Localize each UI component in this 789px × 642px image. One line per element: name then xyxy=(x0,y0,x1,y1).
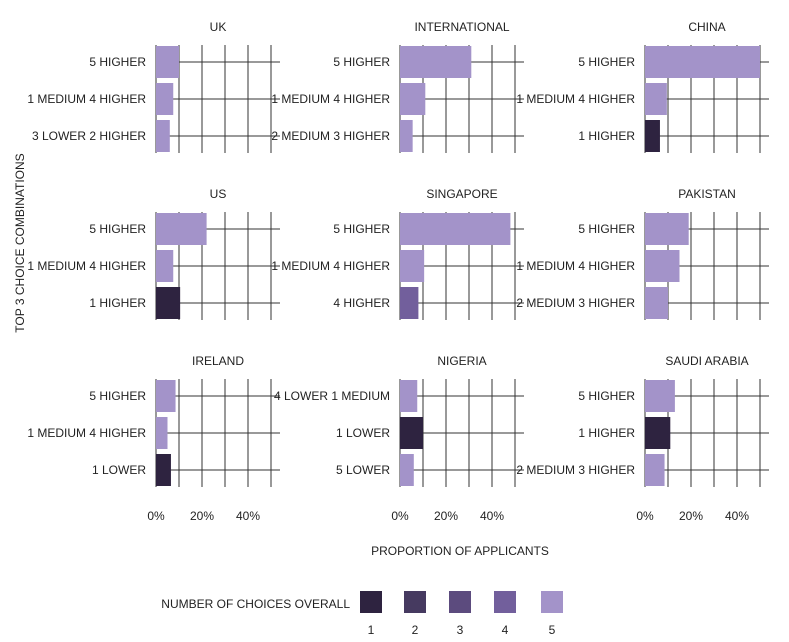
bar xyxy=(645,213,689,245)
bar xyxy=(400,287,419,319)
legend-label: 4 xyxy=(502,623,509,637)
panel-title: INTERNATIONAL xyxy=(414,20,509,34)
legend-label: 3 xyxy=(457,623,464,637)
bar xyxy=(156,287,181,319)
category-label: 2 MEDIUM 3 HIGHER xyxy=(271,129,390,143)
bar xyxy=(645,83,667,115)
panel-title: NIGERIA xyxy=(437,354,486,368)
bar xyxy=(645,250,680,282)
bar xyxy=(156,380,176,412)
category-label: 1 LOWER xyxy=(336,426,390,440)
category-label: 4 HIGHER xyxy=(333,296,390,310)
legend-swatch xyxy=(404,591,426,613)
bar xyxy=(156,250,174,282)
bar xyxy=(156,417,168,449)
category-label: 5 HIGHER xyxy=(89,55,146,69)
category-label: 4 LOWER 1 MEDIUM xyxy=(274,389,390,403)
category-label: 1 MEDIUM 4 HIGHER xyxy=(271,92,390,106)
bar xyxy=(156,46,179,78)
category-label: 5 HIGHER xyxy=(333,55,390,69)
x-tick-label: 20% xyxy=(190,509,214,523)
x-tick-label: 0% xyxy=(636,509,654,523)
x-axis-title: PROPORTION OF APPLICANTS xyxy=(371,544,549,558)
panel-title: US xyxy=(210,187,227,201)
bar xyxy=(156,120,170,152)
x-tick-label: 20% xyxy=(434,509,458,523)
category-label: 5 HIGHER xyxy=(89,222,146,236)
bar xyxy=(645,46,760,78)
x-tick-label: 40% xyxy=(480,509,504,523)
category-label: 1 MEDIUM 4 HIGHER xyxy=(271,259,390,273)
bar xyxy=(645,454,665,486)
x-tick-label: 40% xyxy=(725,509,749,523)
category-label: 2 MEDIUM 3 HIGHER xyxy=(516,296,635,310)
category-label: 1 MEDIUM 4 HIGHER xyxy=(27,92,146,106)
legend-title: NUMBER OF CHOICES OVERALL xyxy=(161,597,350,611)
category-label: 1 HIGHER xyxy=(89,296,146,310)
bar xyxy=(400,120,413,152)
legend-label: 2 xyxy=(412,623,419,637)
legend-swatch xyxy=(360,591,382,613)
bar xyxy=(156,213,207,245)
bar xyxy=(400,454,414,486)
panel-title: SINGAPORE xyxy=(426,187,497,201)
bar xyxy=(400,213,511,245)
legend-label: 1 xyxy=(368,623,375,637)
x-tick-label: 0% xyxy=(391,509,409,523)
bar xyxy=(400,46,472,78)
panel-title: IRELAND xyxy=(192,354,244,368)
category-label: 1 MEDIUM 4 HIGHER xyxy=(516,92,635,106)
category-label: 5 LOWER xyxy=(336,463,390,477)
x-tick-label: 20% xyxy=(679,509,703,523)
bar xyxy=(156,83,174,115)
x-tick-label: 40% xyxy=(236,509,260,523)
bar xyxy=(400,380,418,412)
panel-title: PAKISTAN xyxy=(678,187,736,201)
panel-title: CHINA xyxy=(688,20,725,34)
bar xyxy=(400,250,425,282)
bar xyxy=(645,417,671,449)
legend-swatch xyxy=(449,591,471,613)
legend-swatch xyxy=(541,591,563,613)
bar xyxy=(645,380,675,412)
bar xyxy=(645,120,660,152)
category-label: 1 HIGHER xyxy=(578,426,635,440)
category-label: 1 MEDIUM 4 HIGHER xyxy=(27,426,146,440)
category-label: 1 MEDIUM 4 HIGHER xyxy=(27,259,146,273)
panel-title: SAUDI ARABIA xyxy=(665,354,748,368)
bar xyxy=(156,454,171,486)
bar xyxy=(400,83,426,115)
legend-label: 5 xyxy=(549,623,556,637)
category-label: 1 HIGHER xyxy=(578,129,635,143)
category-label: 5 HIGHER xyxy=(578,222,635,236)
panel-title: UK xyxy=(210,20,227,34)
category-label: 5 HIGHER xyxy=(578,389,635,403)
category-label: 5 HIGHER xyxy=(578,55,635,69)
bar xyxy=(400,417,423,449)
category-label: 3 LOWER 2 HIGHER xyxy=(32,129,146,143)
category-label: 1 MEDIUM 4 HIGHER xyxy=(516,259,635,273)
category-label: 5 HIGHER xyxy=(333,222,390,236)
legend-swatch xyxy=(494,591,516,613)
bar xyxy=(645,287,668,319)
x-tick-label: 0% xyxy=(147,509,165,523)
category-label: 2 MEDIUM 3 HIGHER xyxy=(516,463,635,477)
category-label: 5 HIGHER xyxy=(89,389,146,403)
y-axis-title: TOP 3 CHOICE COMBINATIONS xyxy=(13,153,27,332)
category-label: 1 LOWER xyxy=(92,463,146,477)
